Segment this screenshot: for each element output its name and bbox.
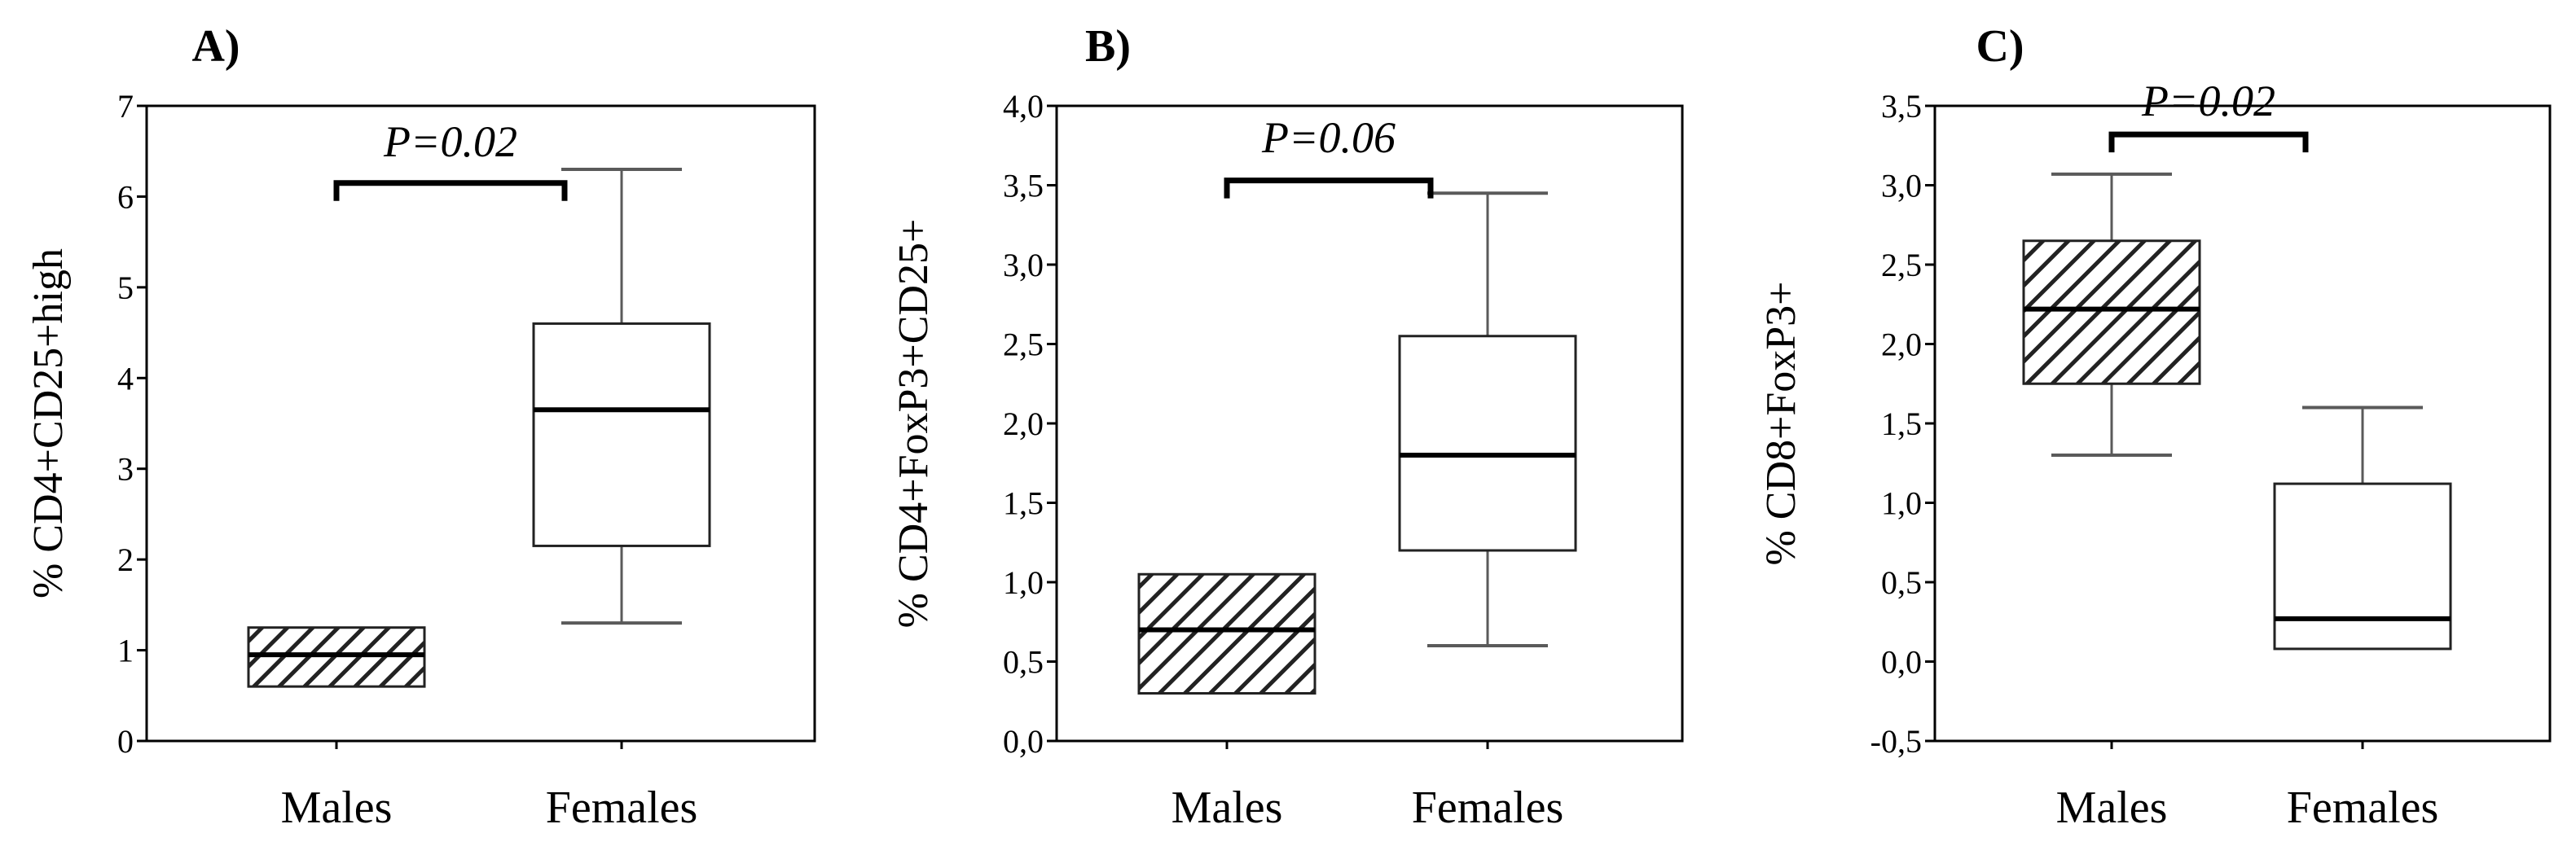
y-tick-label: 1,0	[1003, 564, 1044, 601]
y-tick-label: 0,0	[1881, 644, 1922, 681]
y-tick-label: 1,5	[1003, 485, 1044, 522]
y-axis-label: % CD8+FoxP3+	[1758, 281, 1805, 565]
y-tick-label: 4	[117, 360, 134, 397]
box-females	[2273, 405, 2452, 651]
significance-annotation: P=0.06	[1224, 113, 1434, 199]
y-tick-label: 1	[117, 633, 134, 669]
p-value-label: P=0.02	[383, 117, 517, 166]
box-males	[247, 626, 426, 688]
y-tick-label: 3,5	[1003, 168, 1044, 204]
x-category-label: Males	[2056, 782, 2168, 833]
box-body	[1137, 572, 1317, 695]
y-tick-label: 2,0	[1881, 327, 1922, 363]
y-tick-label: 3	[117, 451, 134, 488]
significance-annotation: P=0.02	[333, 117, 568, 201]
y-tick-label: 0,5	[1003, 644, 1044, 681]
panel-label: C)	[1976, 21, 2024, 72]
y-tick-label: -0,5	[1870, 723, 1922, 760]
box-body	[2273, 482, 2452, 651]
y-tick-label: 3,0	[1881, 168, 1922, 204]
box-males	[2022, 172, 2201, 457]
y-tick-label: 1,0	[1881, 485, 1922, 522]
significance-annotation: P=0.02	[2108, 77, 2309, 153]
box-females	[1398, 191, 1577, 647]
y-tick-label: 2,5	[1003, 327, 1044, 363]
box-body	[2022, 239, 2201, 385]
chart-panel-3: -0,5 0,0 0,5 1,0 1,5 2,0 2,5 3,0 3,5 Males Females…	[1758, 21, 2552, 833]
y-tick-label: 3,0	[1003, 247, 1044, 283]
y-tick-label: 0,0	[1003, 723, 1044, 760]
y-tick-label: 2,0	[1003, 405, 1044, 442]
y-tick-label: 6	[117, 178, 134, 215]
significance-bracket	[1224, 178, 1434, 199]
y-tick-label: 0,5	[1881, 564, 1922, 601]
chart-panel-2: 0,0 0,5 1,0 1,5 2,0 2,5 3,0 3,5 4,0 Males Females%…	[890, 21, 1684, 833]
y-tick-label: 1,5	[1881, 405, 1922, 442]
y-tick-label: 4,0	[1003, 88, 1044, 125]
box-body	[1398, 335, 1577, 552]
box-females	[532, 168, 711, 625]
y-tick-label: 2	[117, 541, 134, 578]
chart-panel-1: 0 1 2 3 4 5 6 7 Males Females % CD4+CD25+high A) P=0…	[25, 21, 816, 833]
y-axis-label: % CD4+FoxP3+CD25+	[890, 219, 937, 629]
box-males	[1137, 572, 1317, 695]
x-category-label: Males	[281, 782, 393, 833]
box-body	[532, 322, 711, 547]
plot-frame	[1933, 104, 2552, 743]
y-axis-label: % CD4+CD25+high	[25, 248, 72, 598]
significance-bracket	[2108, 131, 2309, 153]
y-tick-label: 2,5	[1881, 247, 1922, 283]
panel-label: B)	[1085, 21, 1131, 72]
x-category-label: Females	[2287, 782, 2439, 833]
y-tick-label: 7	[117, 88, 134, 125]
y-tick-label: 3,5	[1881, 88, 1922, 125]
x-category-label: Females	[1412, 782, 1564, 833]
charts-root: 0 1 2 3 4 5 6 7 Males Females % CD4+CD25+high A) P=0…	[25, 21, 2552, 833]
significance-bracket	[333, 180, 568, 201]
panel-label: A)	[191, 21, 240, 72]
x-category-label: Males	[1172, 782, 1283, 833]
plot-frame	[145, 104, 816, 743]
x-category-label: Females	[546, 782, 698, 833]
y-tick-label: 5	[117, 270, 134, 306]
y-tick-label: 0	[117, 723, 134, 760]
p-value-label: P=0.02	[2141, 77, 2275, 125]
p-value-label: P=0.06	[1261, 113, 1396, 162]
